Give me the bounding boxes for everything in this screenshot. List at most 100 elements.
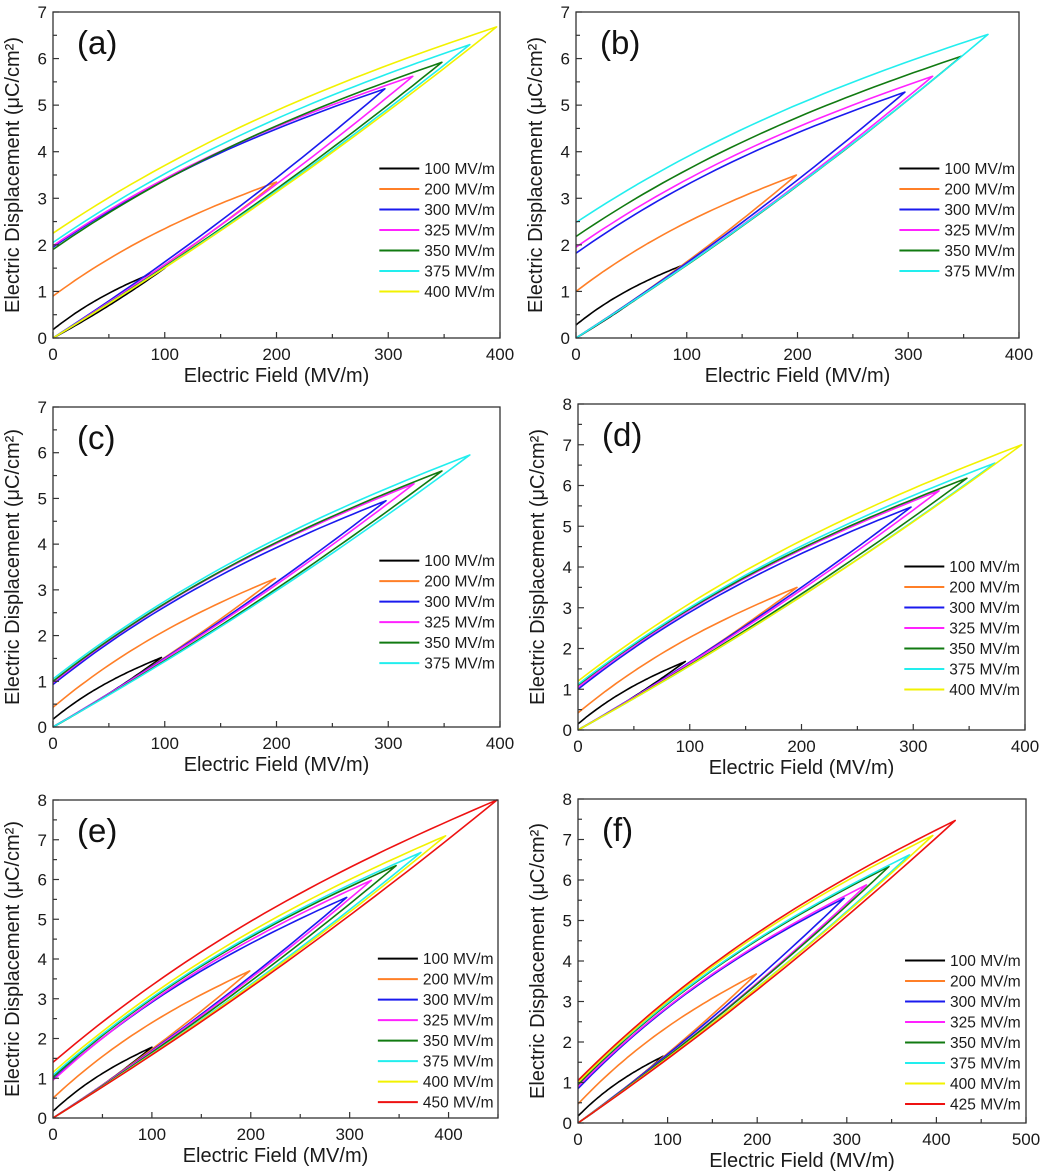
loop-300 [577, 506, 912, 731]
y-tick-label: 7 [38, 398, 47, 417]
x-tick-label: 0 [48, 1125, 57, 1144]
loops [577, 819, 956, 1124]
loop-375 [52, 43, 471, 339]
y-tick-label: 6 [563, 871, 572, 890]
y-tick-label: 5 [561, 96, 570, 115]
x-tick-label: 400 [486, 345, 514, 364]
y-tick-label: 1 [563, 1074, 572, 1093]
loop-325 [577, 884, 868, 1124]
loops [577, 444, 1023, 731]
loop-325 [52, 879, 373, 1119]
loop-200 [575, 174, 798, 339]
legend-label-400: 400 MV/m [424, 284, 495, 301]
legend-label-400: 400 MV/m [950, 1076, 1021, 1093]
loop-325 [52, 75, 414, 339]
panel-b: 0 100 200 300 400 0 1 2 3 4 5 6 7 Electric Field (MV/… [525, 3, 1033, 387]
x-tick-label: 400 [486, 734, 514, 753]
loops [52, 454, 471, 728]
panel-label: (b) [600, 24, 640, 61]
x-axis-label: Electric Field (MV/m) [709, 757, 895, 779]
y-tick-label: 3 [561, 189, 570, 208]
legend-label-100: 100 MV/m [944, 161, 1015, 178]
legend-label-400: 400 MV/m [423, 1074, 494, 1091]
legend: 100 MV/m 200 MV/m 300 MV/m 325 MV/m 350 MV/m… [904, 559, 1020, 699]
legend-label-325: 325 MV/m [423, 1013, 494, 1030]
y-axis-label: Electric Displacement (μC/cm²) [525, 37, 547, 313]
panel-e: 0 100 200 300 400 0 1 2 3 4 5 6 7 8 Electric Field (MV… [2, 791, 499, 1167]
x-tick-label: 100 [151, 345, 179, 364]
y-tick-label: 1 [38, 672, 47, 691]
y-axis-label: Electric Displacement (μC/cm²) [527, 823, 549, 1099]
legend-label-100: 100 MV/m [424, 553, 495, 570]
legend-label-200: 200 MV/m [424, 181, 495, 198]
y-tick-label: 6 [38, 871, 47, 890]
legend-label-325: 325 MV/m [944, 222, 1015, 239]
y-tick-label: 4 [561, 143, 570, 162]
legend-label-350: 350 MV/m [944, 243, 1015, 260]
legend-label-350: 350 MV/m [950, 1035, 1021, 1052]
y-tick-label: 6 [38, 50, 47, 69]
y-tick-label: 6 [563, 477, 572, 496]
y-tick-label: 4 [563, 558, 572, 577]
panel-a: 0 100 200 300 400 0 1 2 3 4 5 6 7 Electric Field (MV/… [2, 3, 514, 387]
x-tick-label: 400 [434, 1125, 462, 1144]
x-axis-label: Electric Field (MV/m) [183, 1145, 369, 1167]
x-tick-label: 0 [48, 345, 57, 364]
panel-label: (f) [602, 811, 633, 848]
x-axis-label: Electric Field (MV/m) [184, 365, 370, 387]
y-tick-label: 0 [563, 721, 572, 740]
y-tick-label: 3 [38, 581, 47, 600]
loop-200 [52, 181, 278, 339]
loop-400 [577, 834, 934, 1124]
loop-375 [52, 851, 422, 1119]
y-tick-label: 8 [563, 790, 572, 809]
y-tick-label: 6 [38, 444, 47, 463]
legend-label-450: 450 MV/m [423, 1095, 494, 1112]
x-tick-label: 300 [374, 734, 402, 753]
y-tick-label: 2 [38, 1030, 47, 1049]
legend-label-375: 375 MV/m [423, 1054, 494, 1071]
legend-label-400: 400 MV/m [949, 682, 1020, 699]
x-tick-label: 300 [335, 1125, 363, 1144]
y-axis-label: Electric Displacement (μC/cm²) [2, 429, 24, 705]
x-tick-label: 0 [573, 1130, 582, 1149]
y-tick-label: 0 [561, 329, 570, 348]
x-tick-label: 200 [787, 737, 815, 756]
y-tick-label: 4 [38, 535, 47, 554]
legend-label-325: 325 MV/m [424, 222, 495, 239]
y-tick-label: 3 [38, 189, 47, 208]
legend-label-300: 300 MV/m [424, 594, 495, 611]
legend: 100 MV/m 200 MV/m 300 MV/m 325 MV/m 350 MV/m… [377, 951, 494, 1112]
loops [575, 33, 989, 339]
loop-350 [577, 477, 968, 731]
y-tick-label: 4 [38, 950, 47, 969]
x-axis-label: Electric Field (MV/m) [184, 754, 370, 776]
legend-label-350: 350 MV/m [423, 1033, 494, 1050]
y-tick-label: 7 [38, 831, 47, 850]
y-tick-label: 0 [38, 329, 47, 348]
y-tick-label: 7 [561, 3, 570, 22]
y-tick-label: 1 [561, 282, 570, 301]
loop-300 [577, 897, 845, 1124]
loop-375 [577, 854, 911, 1124]
legend-label-325: 325 MV/m [950, 1015, 1021, 1032]
legend: 100 MV/m 200 MV/m 300 MV/m 325 MV/m 350 MV/m… [379, 553, 495, 673]
panel-f: 0 100 200 300 400 500 0 1 2 3 4 5 6 7 8 Electric Field … [527, 790, 1040, 1172]
legend-label-100: 100 MV/m [949, 559, 1020, 576]
x-tick-label: 300 [374, 345, 402, 364]
loop-400 [52, 26, 498, 339]
y-axis-label: Electric Displacement (μC/cm²) [2, 37, 24, 313]
x-tick-label: 0 [573, 737, 582, 756]
x-tick-label: 500 [1012, 1130, 1040, 1149]
y-tick-label: 7 [38, 3, 47, 22]
x-tick-label: 200 [743, 1130, 771, 1149]
legend-label-325: 325 MV/m [949, 620, 1020, 637]
legend-label-425: 425 MV/m [950, 1097, 1021, 1114]
legend-label-350: 350 MV/m [424, 243, 495, 260]
y-tick-label: 2 [561, 236, 570, 255]
x-tick-label: 300 [899, 737, 927, 756]
y-axis-label: Electric Displacement (μC/cm²) [2, 821, 24, 1097]
y-tick-label: 5 [38, 96, 47, 115]
y-tick-label: 4 [563, 952, 572, 971]
y-tick-label: 1 [38, 1069, 47, 1088]
